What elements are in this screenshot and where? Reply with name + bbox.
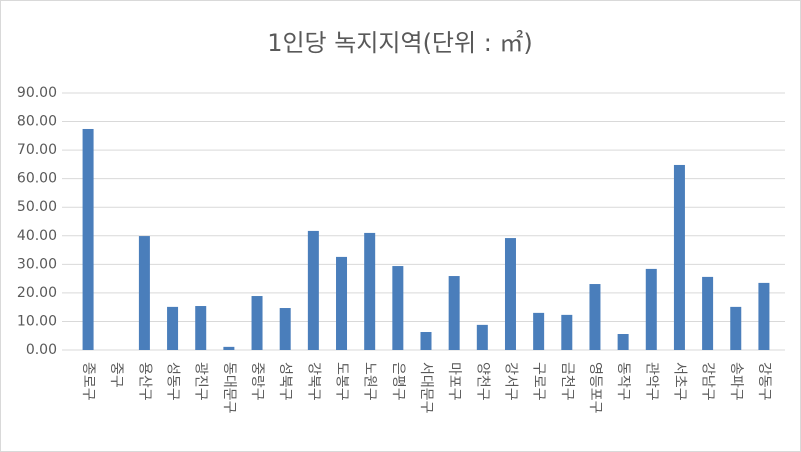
bar [307,230,319,350]
x-tick-label: 서대문구 [418,362,434,414]
bar [336,256,348,350]
x-tick-label: 관악구 [643,362,659,401]
bar [645,268,657,350]
x-tick-label: 동작구 [615,362,631,401]
x-tick-label: 광진구 [193,362,209,401]
bar [195,306,207,350]
x-tick-label: 노원구 [362,362,378,401]
x-tick-label: 강서구 [502,362,518,401]
x-tick-label: 양천구 [474,362,490,401]
y-tick-label: 40.00 [17,228,57,244]
y-tick-label: 90.00 [17,85,57,101]
bar [702,276,714,350]
x-tick-label: 중구 [108,362,124,388]
x-tick-label: 도봉구 [334,362,350,401]
y-tick-label: 70.00 [17,142,57,158]
bar [758,282,770,350]
bar [476,324,488,350]
y-tick-label: 80.00 [17,114,57,130]
x-tick-label: 종로구 [80,362,96,401]
y-tick-label: 10.00 [17,313,57,329]
x-tick-label: 구로구 [531,362,547,401]
x-tick-label: 송파구 [728,362,744,401]
bar [617,334,629,350]
bar [251,296,263,350]
bar [504,238,516,350]
bar [364,232,376,350]
bar [420,332,432,350]
y-tick-label: 60.00 [17,171,57,187]
x-tick-label: 성동구 [165,362,181,401]
x-tick-label: 서초구 [671,362,687,401]
bar [589,284,601,350]
bar [82,128,94,350]
x-tick-label: 강북구 [305,362,321,401]
bar [533,312,545,350]
x-tick-label: 중랑구 [249,362,265,401]
bar [138,236,150,350]
x-tick-label: 동대문구 [221,362,237,414]
bar [730,306,742,350]
chart-title: 1인당 녹지지역(단위 : ㎡) [267,29,533,57]
bar [448,276,460,350]
y-tick-label: 30.00 [17,256,57,272]
x-tick-label: 마포구 [446,362,462,401]
bar [392,266,404,350]
x-tick-label: 은평구 [390,362,406,401]
bar [223,346,235,350]
y-tick-label: 50.00 [17,199,57,215]
x-tick-label: 금천구 [559,362,575,401]
bar [673,164,685,350]
x-tick-label: 용산구 [136,362,152,401]
bar [561,314,573,350]
x-tick-label: 강동구 [756,362,772,401]
x-tick-label: 성북구 [277,362,293,401]
bar [167,306,179,350]
y-tick-label: 0.00 [26,342,57,358]
x-tick-label: 강남구 [700,362,716,401]
y-tick-label: 20.00 [17,285,57,301]
x-tick-label: 영등포구 [587,362,603,414]
bar [279,308,291,350]
